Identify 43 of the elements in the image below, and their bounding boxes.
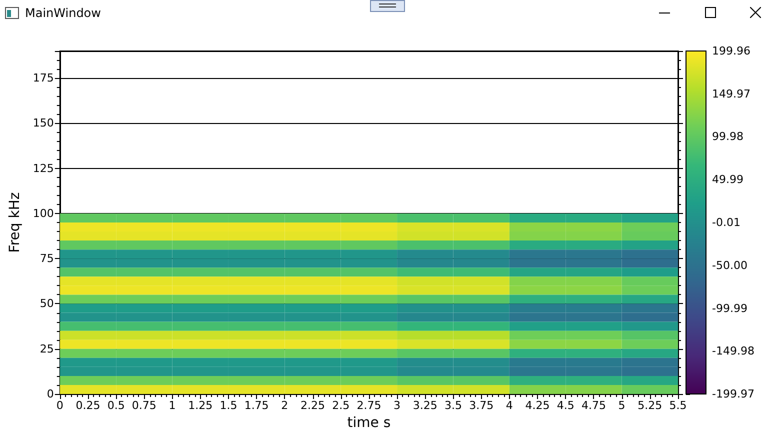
x-tick-label: 4.75 — [581, 399, 606, 412]
y-tick-label: 75 — [40, 252, 54, 266]
x-tick-label: 4.5 — [556, 399, 574, 412]
y-tick-label: 25 — [40, 342, 54, 356]
x-tick-label: 5.5 — [669, 399, 687, 412]
x-axis-title: time s — [347, 415, 391, 431]
x-tick-label: 5 — [618, 399, 626, 412]
y-tick-label: 50 — [40, 297, 54, 310]
color-bar-label: 99.98 — [712, 130, 744, 144]
x-tick-label: 3 — [394, 399, 401, 412]
text: MainWindow — [25, 6, 101, 20]
x-tick-label: 0.25 — [76, 399, 100, 412]
x-tick-label: 2.5 — [332, 399, 350, 412]
color-bar-label: 49.99 — [712, 173, 744, 186]
x-tick-label: 3.5 — [444, 399, 462, 412]
x-tick-label: 2.25 — [300, 399, 326, 412]
x-tick-label: 2 — [281, 399, 288, 412]
color-bar-label: 149.97 — [712, 87, 750, 100]
x-tick-label: 0 — [56, 399, 64, 412]
x-tick-label: 1.5 — [220, 399, 238, 412]
color-bar-label: -99.99 — [712, 302, 748, 315]
x-tick-label: 0.5 — [107, 399, 125, 412]
color-bar-label: -199.97 — [712, 388, 754, 400]
y-tick-label: 125 — [32, 162, 54, 175]
color-bar-label: 199.96 — [712, 44, 750, 58]
y-tick-label: 175 — [32, 72, 54, 85]
y-tick-label: 0 — [46, 388, 54, 400]
x-tick-label: 4.25 — [525, 399, 550, 412]
y-axis-title: Freq kHz — [7, 192, 23, 253]
x-tick-label: 3.75 — [469, 399, 494, 412]
x-tick-label: 5.25 — [638, 399, 662, 412]
x-tick-label: 1.75 — [244, 399, 269, 412]
x-tick-label: 2.75 — [356, 399, 382, 412]
x-tick-label: 3.25 — [412, 399, 438, 412]
x-tick-label: 1 — [168, 399, 176, 412]
y-tick-label: 100 — [32, 206, 54, 220]
x-tick-label: 1.25 — [188, 399, 213, 412]
color-bar-label: -50.00 — [712, 258, 748, 272]
x-tick-label: 4 — [506, 399, 513, 412]
y-tick-label: 150 — [32, 116, 54, 130]
x-tick-label: 0.75 — [132, 399, 156, 412]
color-bar-label: -149.98 — [712, 344, 754, 358]
color-bar-label: -0.01 — [712, 216, 740, 230]
